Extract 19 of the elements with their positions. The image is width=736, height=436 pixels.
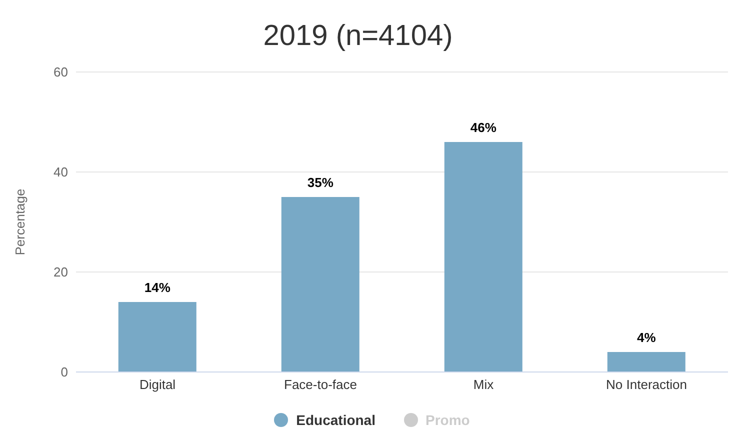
bar: [281, 197, 360, 372]
x-tick-label: Mix: [473, 377, 494, 392]
y-tick-label: 40: [54, 164, 68, 180]
y-tick-label: 0: [60, 364, 68, 380]
legend-label: Educational: [295, 412, 376, 428]
data-label: 14%: [144, 280, 171, 295]
bar: [607, 352, 686, 372]
y-tick-label: 60: [54, 64, 68, 80]
bar: [444, 142, 522, 372]
chart-title: 2019 (n=4104): [262, 19, 454, 54]
x-tick-label: No Interaction: [606, 377, 687, 392]
data-label: 35%: [307, 175, 334, 190]
y-axis-title: Percentage: [12, 188, 28, 256]
y-tick-label: 20: [54, 264, 68, 280]
x-tick-label: Face-to-face: [284, 377, 357, 392]
bar: [118, 302, 196, 372]
data-label: 4%: [636, 330, 656, 345]
x-tick-label: Digital: [139, 377, 176, 392]
data-label: 46%: [470, 120, 497, 135]
